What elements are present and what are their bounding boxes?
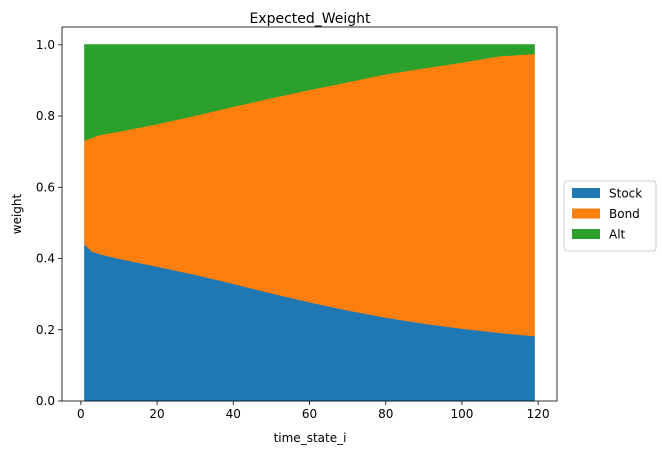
legend-label-bond: Bond (609, 207, 640, 221)
y-axis-title: weight (10, 193, 24, 234)
legend-swatch-alt (572, 229, 600, 239)
legend-swatch-bond (572, 208, 600, 219)
y-tick-label: 0.6 (36, 180, 55, 194)
y-tick-label: 0.0 (36, 394, 55, 408)
legend-label-stock: Stock (609, 187, 642, 201)
x-axis-title: time_state_i (274, 431, 347, 445)
x-tick-label: 120 (527, 407, 550, 421)
y-tick-label: 1.0 (36, 38, 55, 52)
areas-layer (84, 44, 535, 402)
x-axis: 0 20 40 60 80 100 120 (77, 401, 550, 421)
chart-title: Expected_Weight (249, 11, 371, 27)
x-tick-label: 100 (450, 407, 473, 421)
y-tick-label: 0.8 (36, 109, 55, 123)
legend-label-alt: Alt (609, 228, 626, 242)
y-tick-label: 0.4 (36, 252, 55, 266)
x-tick-label: 60 (302, 407, 317, 421)
x-tick-label: 40 (226, 407, 241, 421)
legend: Stock Bond Alt (563, 180, 657, 252)
x-tick-label: 20 (149, 407, 164, 421)
legend-swatch-stock (572, 188, 600, 198)
area-alt (84, 44, 535, 141)
y-tick-label: 0.2 (36, 323, 55, 337)
x-tick-label: 0 (77, 407, 85, 421)
y-axis: 0.0 0.2 0.4 0.6 0.8 1.0 (36, 38, 62, 408)
x-tick-label: 80 (378, 407, 393, 421)
